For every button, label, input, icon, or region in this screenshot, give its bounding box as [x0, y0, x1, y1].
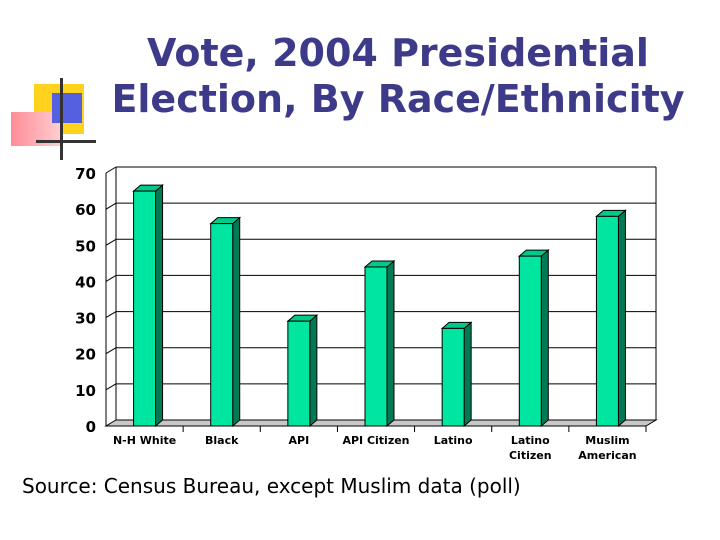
bar-side — [155, 183, 164, 428]
x-tick-label: Black — [205, 434, 239, 447]
gridline-depth — [105, 238, 117, 246]
gridline-depth — [105, 166, 117, 174]
x-tick-label: American — [578, 449, 636, 462]
y-tick-label: 0 — [86, 418, 96, 436]
bar — [287, 320, 311, 427]
gridline-depth — [105, 347, 117, 355]
slide-title-line-2: Election, By Race/Ethnicity — [111, 77, 685, 121]
bar — [595, 215, 619, 427]
x-tick-label: Latino — [511, 434, 550, 447]
x-tick-label: Latino — [434, 434, 473, 447]
bar — [210, 223, 234, 427]
bar — [441, 327, 465, 427]
y-tick-label: 20 — [75, 346, 96, 364]
slide-title-line-1: Vote, 2004 Presidential — [147, 31, 649, 75]
x-tick-label: Citizen — [509, 449, 552, 462]
bar-side — [617, 209, 626, 428]
decor-blue-square — [52, 93, 82, 123]
gridline-depth — [105, 383, 117, 391]
y-tick-label: 50 — [75, 237, 96, 255]
decor-vertical-line — [60, 78, 63, 160]
y-tick-label: 40 — [75, 273, 96, 291]
decor-horizontal-line — [36, 140, 96, 143]
bar — [518, 255, 542, 427]
slide-title: Vote, 2004 Presidential Election, By Rac… — [92, 30, 704, 122]
bar-side — [540, 249, 549, 428]
bar-side — [309, 314, 318, 428]
y-tick-label: 60 — [75, 201, 96, 219]
y-tick-label: 10 — [75, 382, 96, 400]
gridline-depth — [105, 311, 117, 319]
x-tick-label: Muslim — [585, 434, 629, 447]
x-tick-label: N-H White — [113, 434, 176, 447]
y-tick-label: 30 — [75, 310, 96, 328]
gridline-depth — [105, 202, 117, 210]
chart-bars — [132, 183, 627, 428]
bar-side — [386, 259, 395, 428]
bar-side — [232, 216, 241, 428]
x-tick-label: API Citizen — [342, 434, 409, 447]
chart-labels: 0 10 20 30 40 50 60 70 N-H White Black API API Citi… — [75, 165, 637, 462]
bar — [364, 266, 388, 427]
bar — [133, 190, 157, 427]
x-tick-label: API — [289, 434, 310, 447]
source-note: Source: Census Bureau, except Muslim dat… — [22, 474, 521, 498]
bar-side — [463, 321, 472, 428]
gridline-depth — [105, 274, 117, 282]
y-tick-label: 70 — [75, 165, 96, 183]
